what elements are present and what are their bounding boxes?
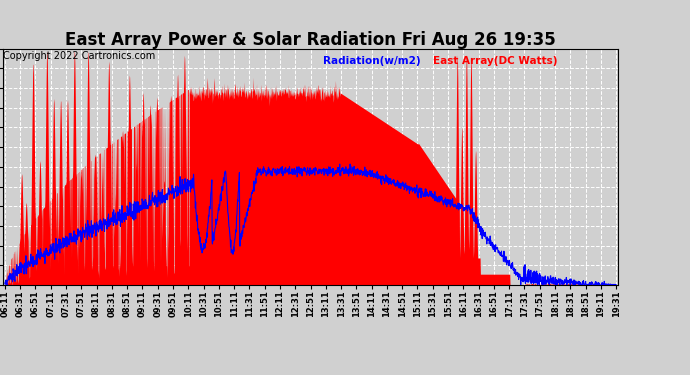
Text: Copyright 2022 Cartronics.com: Copyright 2022 Cartronics.com	[3, 51, 156, 61]
Text: East Array(DC Watts): East Array(DC Watts)	[433, 56, 558, 66]
Text: Radiation(w/m2): Radiation(w/m2)	[323, 56, 420, 66]
Title: East Array Power & Solar Radiation Fri Aug 26 19:35: East Array Power & Solar Radiation Fri A…	[65, 31, 556, 49]
